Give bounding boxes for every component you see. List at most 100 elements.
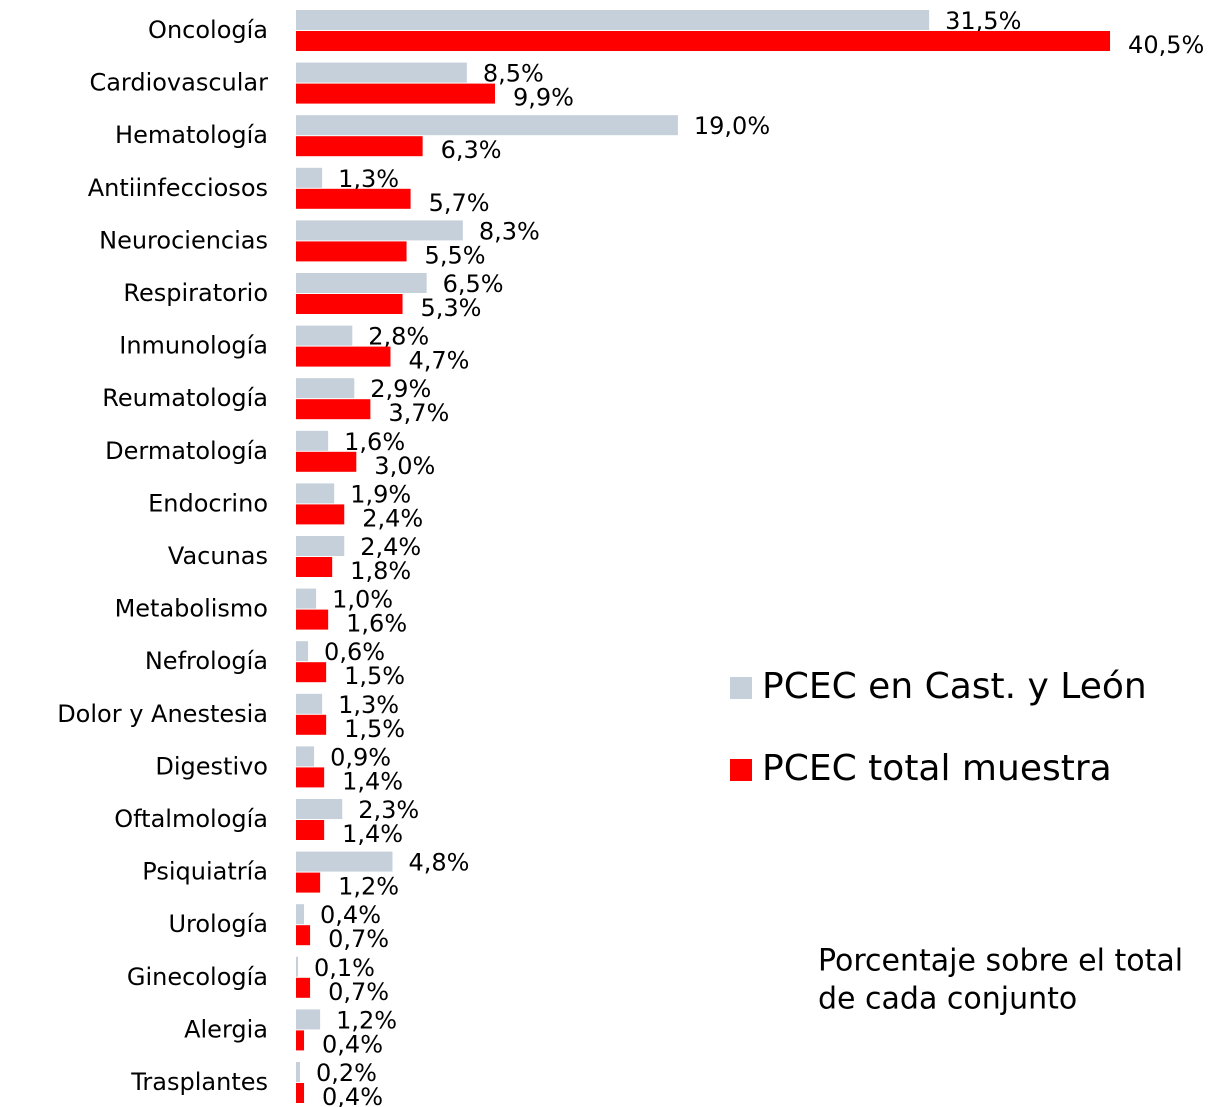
- legend-swatch: [730, 677, 752, 699]
- value-label: 2,9%: [370, 375, 431, 403]
- category-label: Nefrología: [145, 647, 268, 675]
- bar: [296, 188, 411, 209]
- annotation: de cada conjunto: [818, 982, 1077, 1017]
- bar: [296, 851, 393, 872]
- value-label: 1,6%: [344, 428, 405, 456]
- bar: [296, 294, 403, 314]
- value-label: 2,4%: [360, 533, 421, 561]
- bar: [296, 799, 343, 819]
- bar: [296, 451, 357, 472]
- bar: [296, 609, 329, 630]
- value-label: 5,5%: [425, 241, 486, 269]
- value-label: 0,4%: [322, 1030, 383, 1058]
- value-label: 2,4%: [362, 504, 423, 532]
- bar: [296, 220, 463, 241]
- value-label: 5,7%: [429, 189, 490, 217]
- bar: [296, 1083, 305, 1103]
- bar: [296, 925, 311, 946]
- legend-swatch: [730, 759, 752, 781]
- bar: [296, 10, 930, 30]
- value-label: 3,0%: [374, 452, 435, 480]
- bar: [296, 115, 678, 136]
- category-label: Dolor y Anestesia: [57, 700, 268, 728]
- bar: [296, 536, 345, 556]
- bar: [296, 1062, 301, 1082]
- bar: [296, 136, 423, 157]
- bar: [296, 714, 327, 735]
- legend-label: PCEC en Cast. y León: [762, 666, 1147, 707]
- value-label: 1,3%: [338, 165, 399, 193]
- value-label: 8,3%: [479, 217, 540, 245]
- bar: [296, 83, 495, 104]
- category-label: Reumatología: [102, 384, 268, 412]
- value-label: 4,7%: [408, 347, 469, 375]
- value-label: 0,1%: [314, 954, 375, 982]
- value-label: 0,4%: [320, 901, 381, 929]
- value-label: 1,5%: [344, 662, 405, 690]
- category-label: Hematología: [115, 121, 268, 149]
- bar: [296, 1030, 305, 1051]
- bar: [296, 977, 311, 998]
- value-label: 31,5%: [945, 7, 1021, 35]
- bar: [296, 504, 345, 525]
- category-label: Alergia: [184, 1015, 268, 1043]
- value-label: 3,7%: [388, 399, 449, 427]
- category-label: Neurociencias: [99, 226, 268, 254]
- value-label: 1,4%: [342, 767, 403, 795]
- category-label: Digestivo: [155, 752, 268, 780]
- value-label: 19,0%: [694, 112, 770, 140]
- bar: [296, 378, 355, 399]
- category-label: Endocrino: [148, 489, 268, 517]
- bar: [296, 241, 407, 262]
- bar: [296, 767, 325, 788]
- bar: [296, 346, 391, 367]
- value-label: 6,3%: [441, 136, 502, 164]
- category-label: Dermatología: [105, 437, 268, 465]
- category-label: Urología: [168, 910, 268, 938]
- bar: [296, 1009, 321, 1030]
- value-label: 1,0%: [332, 586, 393, 614]
- bar: [296, 956, 299, 977]
- value-label: 1,2%: [338, 873, 399, 901]
- value-label: 1,3%: [338, 691, 399, 719]
- category-label: Psiquiatría: [142, 858, 268, 886]
- annotation: Porcentaje sobre el total: [818, 944, 1183, 979]
- value-label: 1,2%: [336, 1006, 397, 1034]
- value-label: 1,9%: [350, 480, 411, 508]
- category-label: Ginecología: [127, 963, 268, 991]
- bar: [296, 557, 333, 577]
- value-label: 1,5%: [344, 715, 405, 743]
- value-label: 1,6%: [346, 610, 407, 638]
- bar: [296, 662, 327, 683]
- bar: [296, 483, 335, 504]
- value-label: 0,7%: [328, 978, 389, 1006]
- value-label: 8,5%: [483, 60, 544, 88]
- bar: [296, 325, 353, 346]
- category-label: Vacunas: [168, 542, 268, 570]
- value-label: 6,5%: [443, 270, 504, 298]
- category-label: Metabolismo: [115, 595, 268, 623]
- value-label: 1,8%: [350, 557, 411, 585]
- value-label: 0,9%: [330, 743, 391, 771]
- bar: [296, 872, 321, 893]
- value-label: 2,3%: [358, 796, 419, 824]
- bar: [296, 588, 317, 609]
- value-label: 5,3%: [421, 294, 482, 322]
- category-label: Trasplantes: [130, 1068, 268, 1096]
- value-label: 2,8%: [368, 323, 429, 351]
- bar: [296, 399, 371, 420]
- value-label: 0,4%: [322, 1083, 383, 1107]
- bar: [296, 430, 329, 451]
- bar: [296, 746, 315, 767]
- legend-label: PCEC total muestra: [762, 748, 1112, 789]
- value-label: 0,2%: [316, 1059, 377, 1087]
- category-label: Antiinfecciosos: [88, 174, 268, 202]
- bar: [296, 62, 467, 83]
- category-label: Respiratorio: [123, 279, 268, 307]
- category-label: Oftalmología: [114, 805, 268, 833]
- value-label: 40,5%: [1128, 31, 1204, 59]
- bar: [296, 31, 1111, 51]
- value-label: 1,4%: [342, 820, 403, 848]
- bar: [296, 641, 309, 662]
